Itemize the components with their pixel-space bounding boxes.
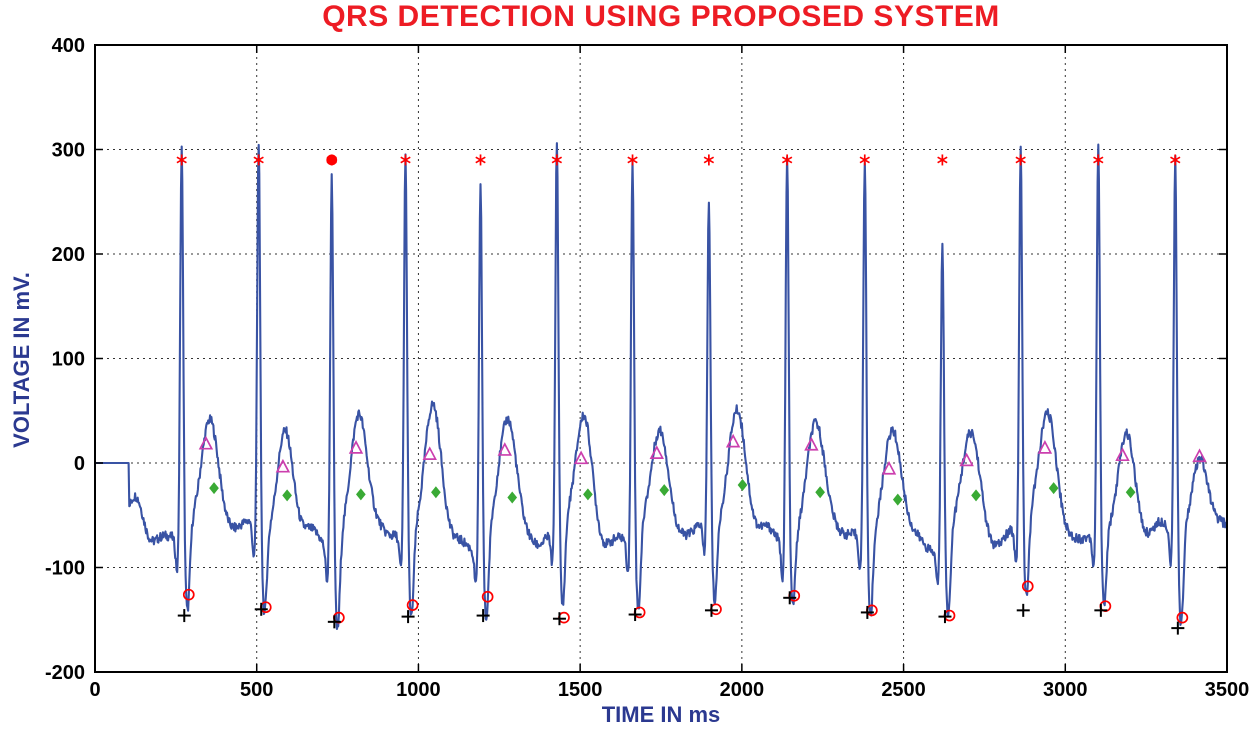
y-tick-label: 0 xyxy=(74,453,85,475)
marker-series-dot xyxy=(326,154,338,166)
x-tick-label: 2000 xyxy=(720,679,765,701)
marker-series-plus xyxy=(177,591,1185,635)
x-tick-label: 3500 xyxy=(1205,679,1250,701)
x-tick-label: 2500 xyxy=(881,679,926,701)
plot-border xyxy=(94,44,1228,673)
x-tick-label: 3000 xyxy=(1043,679,1088,701)
y-tick-label: 100 xyxy=(52,349,85,371)
y-tick-label: -100 xyxy=(45,558,85,580)
x-tick-label: 500 xyxy=(240,679,273,701)
ecg-waveform xyxy=(94,142,1229,631)
x-tick-label: 1000 xyxy=(396,679,441,701)
gridlines xyxy=(95,45,1227,672)
x-tick-label: 0 xyxy=(89,679,100,701)
x-axis-label: TIME IN ms xyxy=(601,702,721,727)
tick-labels: 0 500 1000 1500 2000 2500 3000 3500 -200 -100 0 100… xyxy=(45,35,1249,701)
y-tick-label: -200 xyxy=(45,662,85,684)
y-tick-label: 400 xyxy=(52,35,85,57)
marker-series-triangle xyxy=(198,433,1207,475)
x-tick-label: 1500 xyxy=(558,679,603,701)
y-tick-label: 200 xyxy=(52,244,85,266)
marker-series-asterisk xyxy=(176,154,1181,166)
marker-series-diamond xyxy=(209,478,1136,506)
chart-title: QRS DETECTION USING PROPOSED SYSTEM xyxy=(322,0,1000,33)
y-tick-label: 300 xyxy=(52,140,85,162)
